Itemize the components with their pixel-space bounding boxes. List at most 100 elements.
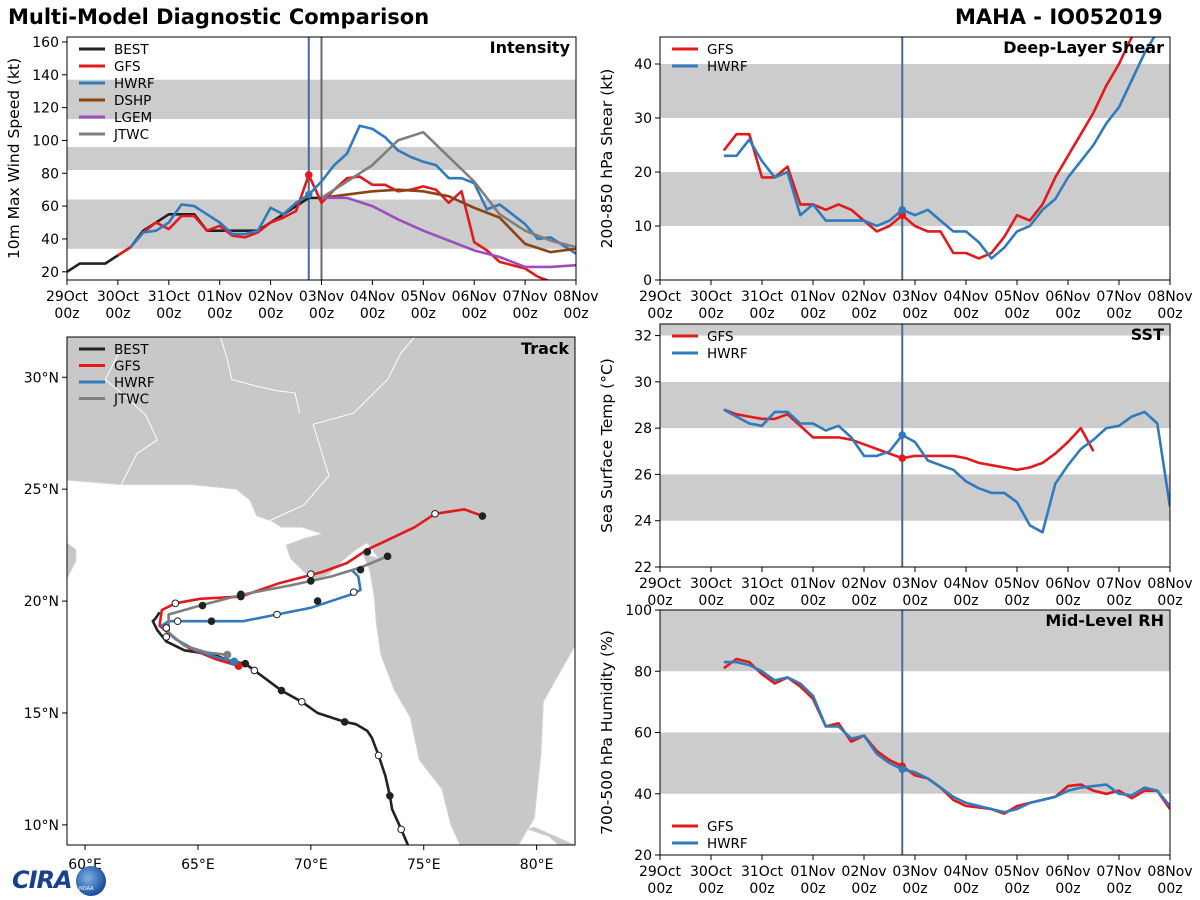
shear-ytick-label: 20 xyxy=(634,165,652,181)
shear-xtick-sublabel: 00z xyxy=(749,306,774,322)
intensity-xtick-label: 01Nov xyxy=(197,289,242,305)
rh-marker-hwrf xyxy=(898,765,907,774)
shear-marker-hwrf xyxy=(898,206,907,214)
rh-xtick-label: 06Nov xyxy=(1045,864,1090,880)
sst-xtick-label: 08Nov xyxy=(1147,576,1192,592)
track-point-gfs xyxy=(171,599,180,608)
intensity-xtick-sublabel: 00z xyxy=(309,306,334,322)
intensity-xtick-sublabel: 00z xyxy=(156,306,181,322)
sst-xtick-label: 05Nov xyxy=(994,576,1039,592)
intensity-xtick-sublabel: 00z xyxy=(513,306,538,322)
shear-xtick-sublabel: 00z xyxy=(953,306,978,322)
country-border xyxy=(104,347,158,485)
track-point-jtwc xyxy=(162,624,171,632)
track-point-gfs xyxy=(431,509,439,518)
shear-xtick-label: 02Nov xyxy=(841,289,886,305)
intensity-ytick-label: 120 xyxy=(32,101,59,117)
intensity-series-gfs xyxy=(117,173,550,280)
intensity-panel: 2040608010012014016029Oct00z30Oct00z31Oc… xyxy=(5,35,599,322)
land-mass xyxy=(67,337,575,845)
intensity-xtick-sublabel: 00z xyxy=(258,306,283,322)
track-current-hwrf xyxy=(230,657,239,666)
track-point-gfs xyxy=(478,512,487,520)
shear-xtick-label: 07Nov xyxy=(1096,289,1141,305)
sst-xtick-label: 03Nov xyxy=(892,576,937,592)
intensity-legend-label: LGEM xyxy=(114,110,152,126)
country-border xyxy=(269,337,416,521)
sst-xtick-label: 30Oct xyxy=(690,576,733,592)
intensity-plot-area xyxy=(67,37,576,280)
sst-xtick-sublabel: 00z xyxy=(1004,593,1029,609)
shear-ytick-label: 40 xyxy=(634,57,652,73)
intensity-series-dshp xyxy=(321,188,576,254)
globe-icon xyxy=(76,866,106,896)
track-ytick-label: 20°N xyxy=(24,594,59,610)
sst-xtick-sublabel: 00z xyxy=(1157,593,1182,609)
country-border xyxy=(220,337,301,414)
sst-xtick-sublabel: 00z xyxy=(1106,593,1131,609)
shear-xtick-sublabel: 00z xyxy=(902,306,927,322)
sst-ytick-label: 30 xyxy=(634,375,652,391)
track-xtick-label: 75°E xyxy=(407,857,441,873)
shear-xtick-label: 08Nov xyxy=(1147,289,1192,305)
track-panel: 60°E 65°E 70°E 75°E 80°E10°N15°N20°N25°N30°N… xyxy=(24,336,576,873)
cira-logo-text: CIRA xyxy=(12,866,73,894)
intensity-ytick-label: 100 xyxy=(32,133,59,149)
intensity-ytick-label: 20 xyxy=(41,265,59,281)
rh-xtick-sublabel: 00z xyxy=(749,881,774,897)
land-mass xyxy=(526,826,575,845)
sst-xtick-sublabel: 00z xyxy=(1055,593,1080,609)
track-point-best xyxy=(241,659,250,668)
rh-xtick-label: 01Nov xyxy=(790,864,835,880)
intensity-ytick-label: 80 xyxy=(41,166,59,182)
sst-xtick-label: 31Oct xyxy=(741,576,784,592)
rh-title: Mid-Level RH xyxy=(1045,611,1164,630)
rh-panel: 2040608010029Oct00z30Oct00z31Oct00z01Nov… xyxy=(598,603,1193,897)
track-frame xyxy=(66,336,576,846)
rh-ytick-label: 100 xyxy=(625,603,652,619)
rh-xtick-sublabel: 00z xyxy=(1106,881,1131,897)
rh-legend-label: GFS xyxy=(707,819,734,835)
rh-xtick-sublabel: 00z xyxy=(800,881,825,897)
rh-xtick-sublabel: 00z xyxy=(698,881,723,897)
intensity-ytick-label: 40 xyxy=(41,232,59,248)
track-point-jtwc xyxy=(198,601,207,610)
sst-ytick-label: 32 xyxy=(634,329,652,345)
sst-plot-area xyxy=(660,324,1170,567)
rh-ytick-label: 80 xyxy=(634,664,652,680)
track-point-hwrf xyxy=(207,617,216,626)
shear-xtick-label: 29Oct xyxy=(639,289,682,305)
intensity-marker-gfs xyxy=(304,171,313,179)
sst-xtick-label: 04Nov xyxy=(943,576,988,592)
intensity-xtick-sublabel: 00z xyxy=(105,306,130,322)
rh-ytick-label: 60 xyxy=(634,726,652,742)
rh-xtick-sublabel: 00z xyxy=(1004,881,1029,897)
track-point-jtwc xyxy=(383,552,392,561)
intensity-ylabel: 10m Max Wind Speed (kt) xyxy=(5,58,23,259)
rh-xtick-label: 07Nov xyxy=(1096,864,1141,880)
intensity-xtick-label: 08Nov xyxy=(553,289,598,305)
cira-logo: CIRA NOAA xyxy=(4,864,114,898)
track-point-gfs xyxy=(307,570,315,579)
sst-xtick-label: 07Nov xyxy=(1096,576,1141,592)
track-point-hwrf xyxy=(162,633,171,641)
shear-ylabel: 200-850 hPa Shear (kt) xyxy=(598,69,616,249)
shear-xtick-sublabel: 00z xyxy=(1106,306,1131,322)
intensity-xtick-sublabel: 00z xyxy=(411,306,436,322)
intensity-xtick-sublabel: 00z xyxy=(207,306,232,322)
track-legend-label: GFS xyxy=(114,359,141,375)
rh-xtick-label: 05Nov xyxy=(994,864,1039,880)
rh-xtick-sublabel: 00z xyxy=(851,881,876,897)
track-point-best xyxy=(340,718,349,726)
shear-band xyxy=(660,64,1170,118)
intensity-series-hwrf xyxy=(129,124,576,255)
track-point-best xyxy=(298,697,306,706)
rh-ylabel: 700-500 hPa Humidity (%) xyxy=(598,630,616,835)
intensity-series-jtwc xyxy=(320,130,576,249)
sst-xtick-sublabel: 00z xyxy=(698,593,723,609)
shear-xtick-sublabel: 00z xyxy=(800,306,825,322)
rh-xtick-sublabel: 00z xyxy=(953,881,978,897)
intensity-xtick-label: 02Nov xyxy=(248,289,293,305)
shear-title: Deep-Layer Shear xyxy=(1003,38,1164,57)
track-legend-label: BEST xyxy=(114,342,149,358)
